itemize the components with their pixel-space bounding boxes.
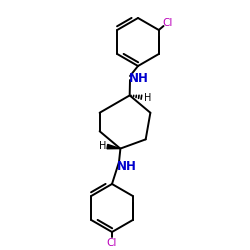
Text: Cl: Cl [107,238,117,248]
Text: NH: NH [129,72,149,86]
Text: H: H [144,94,152,104]
Polygon shape [107,144,120,149]
Text: NH: NH [117,160,137,172]
Text: H: H [98,140,106,150]
Text: Cl: Cl [162,18,173,28]
